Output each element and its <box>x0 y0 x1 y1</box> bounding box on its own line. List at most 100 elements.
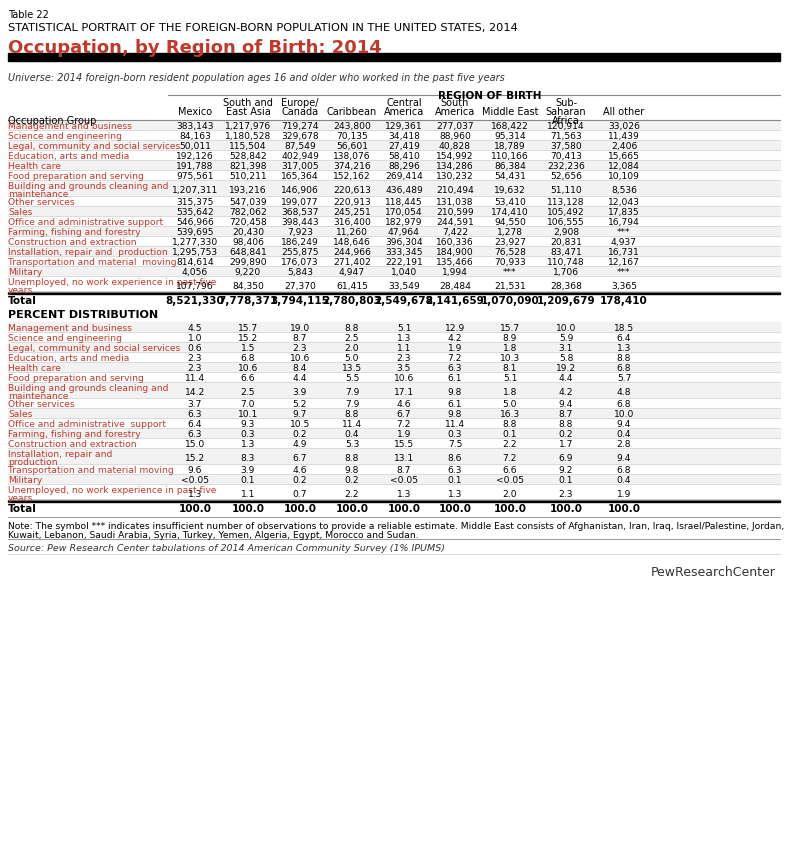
Text: 0.4: 0.4 <box>617 430 631 439</box>
Text: 19.0: 19.0 <box>290 324 310 333</box>
Text: 821,398: 821,398 <box>229 162 267 171</box>
Text: 54,431: 54,431 <box>494 172 526 181</box>
Text: Food preparation and serving: Food preparation and serving <box>8 172 144 181</box>
Text: 368,537: 368,537 <box>281 208 319 217</box>
Text: 6.1: 6.1 <box>448 400 463 409</box>
Text: 4.5: 4.5 <box>188 324 203 333</box>
Text: 20,430: 20,430 <box>232 228 264 237</box>
Text: 6.8: 6.8 <box>241 354 255 363</box>
Text: 7,923: 7,923 <box>287 228 313 237</box>
Bar <box>8 160 780 170</box>
Text: 398,443: 398,443 <box>281 218 319 227</box>
Text: 15,665: 15,665 <box>608 152 640 161</box>
Text: 5.7: 5.7 <box>617 374 631 383</box>
Text: 191,788: 191,788 <box>177 162 214 171</box>
Text: 243,800: 243,800 <box>333 122 371 131</box>
Text: 4.4: 4.4 <box>292 374 307 383</box>
Text: 100.0: 100.0 <box>438 504 471 514</box>
Text: 88,960: 88,960 <box>439 132 471 141</box>
Text: 1.9: 1.9 <box>617 490 631 499</box>
Text: 168,422: 168,422 <box>491 122 529 131</box>
Text: 1,217,976: 1,217,976 <box>225 122 271 131</box>
Text: 100.0: 100.0 <box>608 504 641 514</box>
Text: 9.8: 9.8 <box>345 466 359 475</box>
Text: 106,555: 106,555 <box>547 218 585 227</box>
Text: 383,143: 383,143 <box>177 122 214 131</box>
Text: 9.4: 9.4 <box>559 400 573 409</box>
Text: 7.2: 7.2 <box>396 420 411 429</box>
Text: 277,037: 277,037 <box>437 122 474 131</box>
Text: 18.5: 18.5 <box>614 324 634 333</box>
Text: 546,966: 546,966 <box>176 218 214 227</box>
Text: Other services: Other services <box>8 198 75 207</box>
Text: 4.2: 4.2 <box>448 334 463 343</box>
Text: 547,039: 547,039 <box>229 198 267 207</box>
Text: 535,642: 535,642 <box>177 208 214 217</box>
Text: 11,439: 11,439 <box>608 132 640 141</box>
Text: Food preparation and serving: Food preparation and serving <box>8 374 144 383</box>
Text: 100.0: 100.0 <box>336 504 369 514</box>
Text: 782,062: 782,062 <box>229 208 267 217</box>
Text: America: America <box>384 107 424 117</box>
Text: 100.0: 100.0 <box>493 504 526 514</box>
Text: 0.4: 0.4 <box>617 476 631 485</box>
Text: 94,550: 94,550 <box>494 218 526 227</box>
Text: 2.3: 2.3 <box>188 364 203 373</box>
Text: 4.2: 4.2 <box>559 388 574 397</box>
Text: 2.3: 2.3 <box>396 354 411 363</box>
Bar <box>8 226 780 236</box>
Text: 4.9: 4.9 <box>293 440 307 449</box>
Text: 232,236: 232,236 <box>547 162 585 171</box>
Bar <box>8 342 780 352</box>
Text: 10.0: 10.0 <box>614 410 634 419</box>
Bar <box>8 266 780 276</box>
Text: 56,601: 56,601 <box>336 142 368 151</box>
Text: 27,419: 27,419 <box>388 142 420 151</box>
Text: 199,077: 199,077 <box>281 198 319 207</box>
Text: 315,375: 315,375 <box>177 198 214 207</box>
Text: 1,040: 1,040 <box>391 268 417 277</box>
Text: 12.9: 12.9 <box>445 324 465 333</box>
Text: 2.5: 2.5 <box>344 334 359 343</box>
Text: ***: *** <box>617 228 630 237</box>
Text: 299,890: 299,890 <box>229 258 267 267</box>
Text: 6.1: 6.1 <box>448 374 463 383</box>
Text: Farming, fishing and forestry: Farming, fishing and forestry <box>8 430 140 439</box>
Text: East Asia: East Asia <box>225 107 270 117</box>
Text: <0.05: <0.05 <box>390 476 418 485</box>
Text: 51,110: 51,110 <box>550 186 582 195</box>
Text: 10.3: 10.3 <box>500 354 520 363</box>
Text: 8,536: 8,536 <box>611 186 637 195</box>
Text: 178,410: 178,410 <box>600 296 648 306</box>
Text: 210,599: 210,599 <box>437 208 474 217</box>
Text: 539,695: 539,695 <box>177 228 214 237</box>
Text: 13.5: 13.5 <box>342 364 362 373</box>
Text: Saharan: Saharan <box>545 107 586 117</box>
Text: 1.8: 1.8 <box>503 344 517 353</box>
Text: 6.9: 6.9 <box>559 454 573 463</box>
Text: 10.5: 10.5 <box>290 420 310 429</box>
Text: 814,614: 814,614 <box>177 258 214 267</box>
Text: 7,422: 7,422 <box>442 228 468 237</box>
Text: 0.2: 0.2 <box>292 430 307 439</box>
Text: 1.3: 1.3 <box>397 490 411 499</box>
Text: 7.2: 7.2 <box>503 454 517 463</box>
Text: 317,005: 317,005 <box>281 162 319 171</box>
Text: Kuwait, Lebanon, Saudi Arabia, Syria, Turkey, Yemen, Algeria, Egypt, Morocco and: Kuwait, Lebanon, Saudi Arabia, Syria, Tu… <box>8 531 418 540</box>
Text: 70,135: 70,135 <box>336 132 368 141</box>
Text: 3,365: 3,365 <box>611 282 637 291</box>
Text: 15.7: 15.7 <box>238 324 258 333</box>
Text: 5.0: 5.0 <box>344 354 359 363</box>
Text: 21,531: 21,531 <box>494 282 526 291</box>
Text: 7.2: 7.2 <box>448 354 463 363</box>
Text: 113,128: 113,128 <box>547 198 585 207</box>
Text: 0.2: 0.2 <box>559 430 574 439</box>
Text: 1.3: 1.3 <box>397 334 411 343</box>
Text: 5.9: 5.9 <box>559 334 573 343</box>
Text: 33,549: 33,549 <box>388 282 420 291</box>
Text: 12,043: 12,043 <box>608 198 640 207</box>
Text: PewResearchCenter: PewResearchCenter <box>651 566 776 579</box>
Text: 28,484: 28,484 <box>439 282 471 291</box>
Text: 6.6: 6.6 <box>240 374 255 383</box>
Text: Construction and extraction: Construction and extraction <box>8 238 136 247</box>
